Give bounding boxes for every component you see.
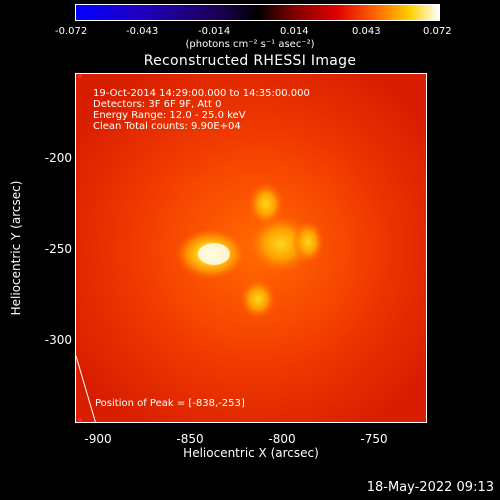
- colorbar-tick: -0.014: [198, 26, 231, 37]
- x-tick-label: -800: [268, 432, 296, 446]
- colorbar-tick: -0.043: [126, 26, 159, 37]
- info-time-range: 19-Oct-2014 14:29:00.000 to 14:35:00.000: [93, 88, 310, 99]
- right-source: [292, 220, 324, 264]
- colorbar-tick: 0.072: [423, 26, 452, 37]
- x-tick-label: -850: [176, 432, 204, 446]
- upper-source: [248, 182, 284, 226]
- render-timestamp: 18-May-2022 09:13: [366, 480, 494, 495]
- info-detectors: Detectors: 3F 6F 9F, Att 0: [93, 99, 222, 110]
- x-tick-label: -900: [84, 432, 112, 446]
- x-axis-label: Heliocentric X (arcsec): [183, 446, 319, 460]
- lower-source: [240, 279, 276, 319]
- y-axis-label: Heliocentric Y (arcsec): [9, 180, 23, 316]
- info-counts: Clean Total counts: 9.90E+04: [93, 121, 241, 132]
- colorbar: [75, 4, 440, 21]
- image-title: Reconstructed RHESSI Image: [143, 53, 357, 69]
- y-tick-label: -300: [44, 333, 72, 347]
- info-energy-range: Energy Range: 12.0 - 25.0 keV: [93, 110, 246, 121]
- y-tick-label: -200: [44, 151, 72, 165]
- rhessi-image-canvas: [76, 74, 426, 422]
- y-tick-label: -250: [44, 242, 72, 256]
- colorbar-tick: 0.043: [352, 26, 381, 37]
- peak-pointer-line: [76, 355, 96, 422]
- rhessi-image: [75, 73, 427, 423]
- colorbar-tick: -0.072: [55, 26, 88, 37]
- x-tick-label: -750: [360, 432, 388, 446]
- colorbar-units: (photons cm⁻² s⁻¹ asec⁻²): [185, 39, 315, 50]
- peak-position-label: Position of Peak = [-838,-253]: [95, 398, 245, 409]
- colorbar-tick: 0.014: [280, 26, 309, 37]
